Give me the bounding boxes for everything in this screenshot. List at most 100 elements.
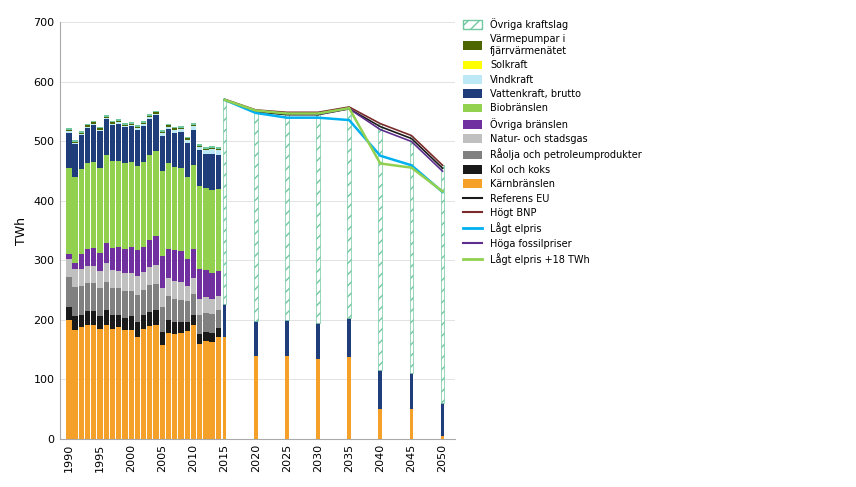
Bar [134,126,140,127]
Bar [216,310,221,328]
Bar [79,135,84,169]
Bar [104,119,109,155]
Bar [185,301,190,322]
Bar [66,320,72,439]
Bar [73,145,78,177]
Bar [160,133,165,135]
Bar [191,125,196,126]
Bar [128,126,134,162]
Bar [197,146,202,147]
Bar [210,154,215,189]
Bar [122,123,128,125]
Bar [122,249,128,273]
Bar [153,325,158,439]
Bar [166,278,171,296]
Bar [66,131,72,132]
Bar [141,126,146,162]
Bar [98,253,103,271]
Bar [66,129,72,130]
Bar [160,288,165,307]
Bar [85,127,90,128]
Bar [378,409,382,439]
Bar [141,121,146,123]
Bar [153,151,158,236]
Bar [348,318,351,357]
Bar [73,330,78,439]
Bar [110,270,115,288]
Bar [110,161,115,248]
Bar [210,333,215,342]
Bar [116,271,122,288]
Bar [79,269,84,286]
Bar [73,140,78,142]
Bar [254,356,258,439]
Bar [348,357,351,439]
Bar [378,124,382,371]
Bar [172,299,177,322]
Bar [178,300,184,322]
Bar [285,356,288,439]
Bar [203,298,209,313]
Bar [116,119,122,121]
Bar [104,310,109,325]
Bar [178,168,184,251]
Bar [197,269,202,299]
Bar [122,125,128,126]
Bar [216,189,221,271]
Bar [203,150,209,154]
Bar [85,248,90,266]
Bar [85,266,90,283]
Bar [197,315,202,334]
Bar [223,304,227,337]
Bar [104,263,109,282]
Bar [134,337,140,439]
Bar [172,130,177,132]
Bar [210,299,215,314]
Bar [160,135,165,171]
Bar [185,138,190,140]
Bar [191,126,196,130]
Bar [197,147,202,150]
Bar [110,124,115,125]
Bar [197,186,202,269]
Bar [91,311,97,325]
Bar [66,307,72,320]
Bar [85,311,90,325]
Bar [160,345,165,439]
Bar [73,143,78,145]
Bar [223,337,227,439]
Bar [73,263,78,269]
Bar [147,154,152,240]
Bar [185,286,190,301]
Bar [172,127,177,129]
Bar [203,154,209,188]
Bar [79,169,84,255]
Bar [128,162,134,247]
Bar [85,283,90,311]
Bar [172,132,177,167]
Bar [153,310,158,325]
Bar [160,256,165,288]
Bar [122,291,128,318]
Bar [110,122,115,124]
Bar [134,130,140,167]
Bar [216,154,221,189]
Bar [285,320,288,356]
Bar [147,326,152,439]
Bar [441,436,444,439]
Bar [116,327,122,439]
Bar [197,150,202,186]
Bar [153,265,158,284]
Bar [122,330,128,439]
Bar [147,114,152,116]
Bar [116,121,122,122]
Bar [409,409,413,439]
Bar [141,315,146,329]
Bar [98,130,103,131]
Bar [98,168,103,253]
Bar [191,325,196,439]
Bar [122,273,128,291]
Bar [98,271,103,288]
Bar [141,124,146,126]
Bar [134,127,140,129]
